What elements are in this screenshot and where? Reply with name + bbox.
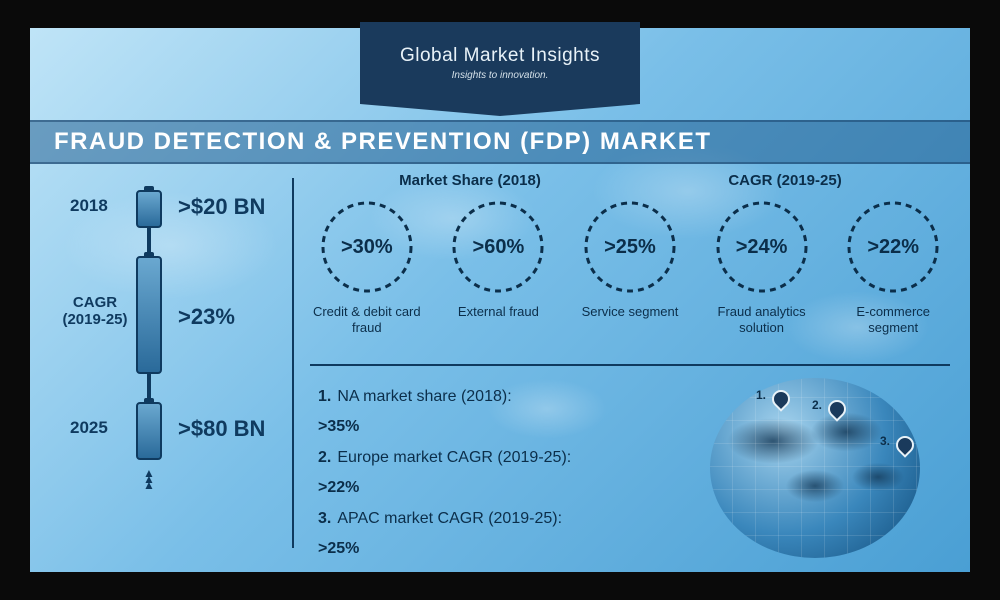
circle-label: External fraud [458,304,539,320]
dashed-ring-icon [318,198,416,296]
market-size-timeline: ▲▲▲ 2018 CAGR (2019-25) 2025 >$20 BN >23… [60,178,290,558]
fact-text: Europe market CAGR (2019-25): [337,449,571,466]
year-start-label: 2018 [70,196,108,216]
stat-circle-item: >24% Fraud analytics solution [705,198,819,337]
dashed-circle: >25% [581,198,679,296]
fact-number: 3. [318,510,331,527]
fact-number: 2. [318,449,331,466]
connector-line [147,374,151,398]
dashed-circle: >60% [449,198,547,296]
battery-icon-2025 [136,402,162,460]
connector-line [147,228,151,252]
stat-circle-item: >25% Service segment [573,198,687,337]
fact-number: 1. [318,388,331,405]
logo-main-text: Global Market Insights [400,45,600,67]
horizontal-divider [310,364,950,366]
infographic-frame: Global Market Insights Insights to innov… [30,28,970,572]
dashed-ring-icon [844,198,942,296]
dashed-ring-icon [449,198,547,296]
fact-value: >25% [318,540,359,557]
year-start-value: >$20 BN [178,194,265,220]
stat-circle-item: >60% External fraud [442,198,556,337]
globe-container: 1. 2. 3. [670,368,950,558]
cagr-value: >23% [178,304,235,330]
fact-value: >22% [318,479,359,496]
cagr-range: (2019-25) [62,311,127,328]
fact-value: >35% [318,418,359,435]
cagr-header: CAGR (2019-25) [620,172,950,189]
fact-row: 3. APAC market CAGR (2019-25): >25% [318,504,571,565]
year-end-value: >$80 BN [178,416,265,442]
region-facts-list: 1. NA market share (2018): >35% 2. Europe m… [318,382,571,564]
stat-circle-item: >22% E-commerce segment [836,198,950,337]
vertical-divider [292,178,294,548]
fact-text: NA market share (2018): [337,388,511,405]
fact-row: 1. NA market share (2018): >35% [318,382,571,443]
title-bar: FRAUD DETECTION & PREVENTION (FDP) MARKE… [30,120,970,164]
dashed-ring-icon [581,198,679,296]
dashed-circle: >24% [713,198,811,296]
fact-text: APAC market CAGR (2019-25): [337,510,562,527]
circle-label: Credit & debit card fraud [310,304,424,337]
stat-circle-item: >30% Credit & debit card fraud [310,198,424,337]
year-end-label: 2025 [70,418,108,438]
cagr-period-label: CAGR (2019-25) [60,294,130,328]
circle-label: Service segment [582,304,679,320]
map-pin-label: 1. [756,388,766,402]
dashed-ring-icon [713,198,811,296]
circle-label: Fraud analytics solution [705,304,819,337]
cagr-text: CAGR [73,294,117,311]
map-pin-label: 3. [880,434,890,448]
stat-circles-row: >30% Credit & debit card fraud >60% Exte… [310,198,950,337]
circle-label: E-commerce segment [836,304,950,337]
battery-icon-cagr [136,256,162,374]
map-pin-label: 2. [812,398,822,412]
fact-row: 2. Europe market CAGR (2019-25): >22% [318,443,571,504]
page-title: FRAUD DETECTION & PREVENTION (FDP) MARKE… [54,128,712,156]
market-share-header: Market Share (2018) [350,172,590,189]
logo-tagline: Insights to innovation. [452,70,549,81]
battery-icon-2018 [136,190,162,228]
dashed-circle: >22% [844,198,942,296]
arrows-up-icon: ▲▲▲ [136,470,162,488]
dashed-circle: >30% [318,198,416,296]
logo-banner: Global Market Insights Insights to innov… [360,22,640,104]
